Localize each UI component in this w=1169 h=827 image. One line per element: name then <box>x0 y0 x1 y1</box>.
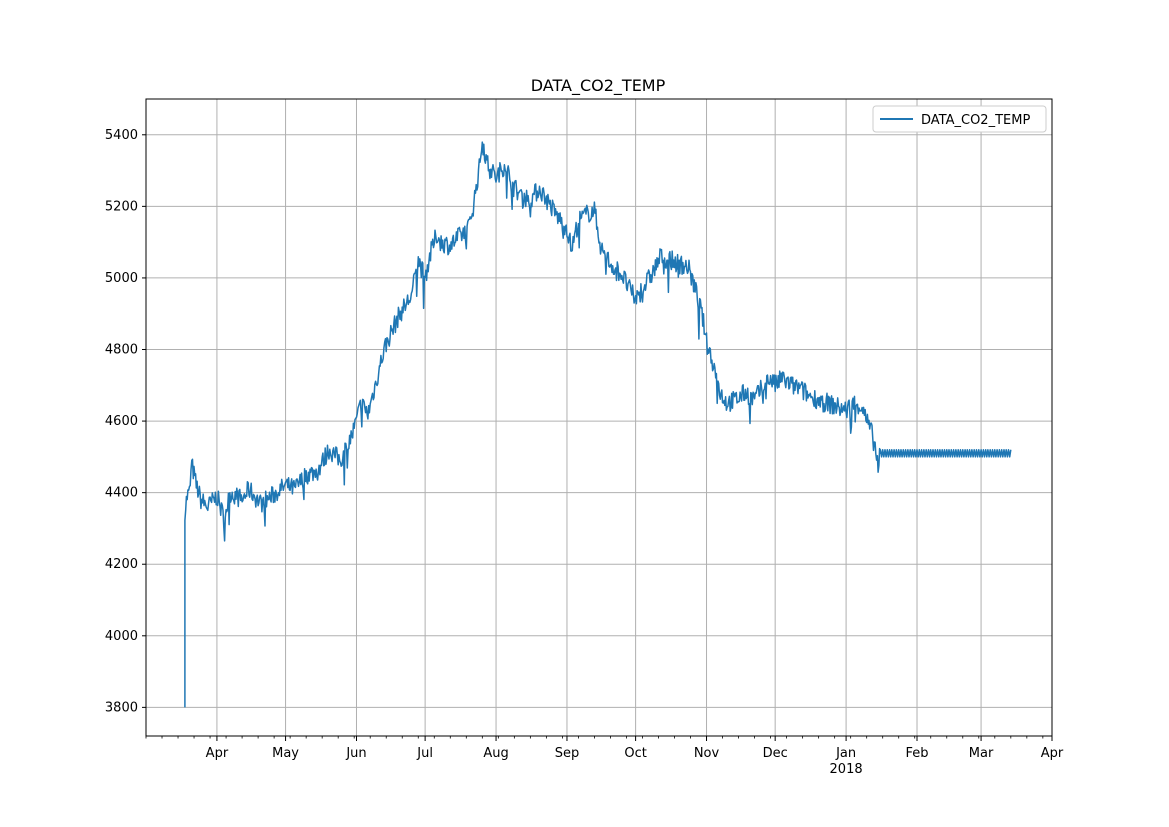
x-tick-label: Aug <box>483 746 508 761</box>
x-tick-label: May <box>272 746 299 761</box>
plot-frame <box>145 98 1053 737</box>
y-tick-label: 4600 <box>105 414 138 429</box>
plot-line <box>184 141 1012 708</box>
grid <box>146 99 1053 736</box>
y-tick-label: 4400 <box>105 486 138 501</box>
x-tick-label: Sep <box>555 746 580 761</box>
y-tick-label: 3800 <box>105 700 138 715</box>
x-tick-label: Nov <box>694 746 720 761</box>
x-tick-label: Feb <box>905 746 928 761</box>
y-tick-label: 5000 <box>105 271 138 286</box>
legend-box <box>872 105 1047 133</box>
x-tick-label: Jan <box>835 746 856 761</box>
x-tick-label: Oct <box>624 746 646 761</box>
legend-label: DATA_CO2_TEMP <box>921 113 1030 128</box>
chart-title: DATA_CO2_TEMP <box>531 76 666 96</box>
series-line-0 <box>184 141 1012 708</box>
x-tick-label: Dec <box>763 746 788 761</box>
x-tick-label: Apr <box>1041 746 1064 761</box>
y-tick-label: 4000 <box>105 629 138 644</box>
x-tick-label: Jun <box>345 746 366 761</box>
y-tick-label: 5400 <box>105 128 138 143</box>
x-tick-year-label: 2018 <box>830 762 863 777</box>
legend: DATA_CO2_TEMP <box>872 105 1047 133</box>
y-tick-label: 4800 <box>105 343 138 358</box>
y-tick-label: 4200 <box>105 557 138 572</box>
x-tick-label: Apr <box>206 746 229 761</box>
y-tick-label: 5200 <box>105 199 138 214</box>
y-axis: 3800 4000 4200 4400 4600 4800 5000 5200 5400 <box>105 128 146 715</box>
x-tick-label: Jul <box>416 746 433 761</box>
x-tick-label: Mar <box>969 746 994 761</box>
